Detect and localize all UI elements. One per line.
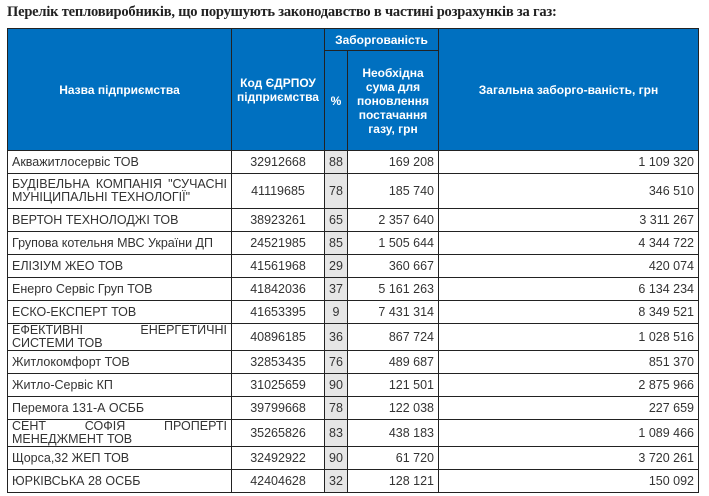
debt-percent: 90 (324, 373, 348, 397)
company-name: ВЕРТОН ТЕХНОЛОДЖІ ТОВ (7, 208, 232, 232)
edrpou-code: 32912668 (231, 150, 325, 174)
edrpou-code: 42404628 (231, 469, 325, 493)
edrpou-code: 39799668 (231, 396, 325, 420)
page-title: Перелік тепловиробників, що порушують за… (7, 4, 557, 20)
debt-percent: 76 (324, 350, 348, 374)
total-debt: 1 089 466 (438, 419, 699, 447)
table-row: ВЕРТОН ТЕХНОЛОДЖІ ТОВ 38923261 65 2 357 640… (7, 208, 699, 232)
total-debt: 8 349 521 (438, 300, 699, 324)
company-name: Енерго Сервіс Груп ТОВ (7, 277, 232, 301)
debt-percent: 36 (324, 323, 348, 351)
edrpou-code: 35265826 (231, 419, 325, 447)
table-row: ЕФЕКТИВНІ ЕНЕРГЕТИЧНІ СИСТЕМИ ТОВ 4089618… (7, 323, 699, 351)
table-row: Енерго Сервіс Груп ТОВ 41842036 37 5 161 26… (7, 277, 699, 301)
edrpou-code: 41842036 (231, 277, 325, 301)
required-sum: 489 687 (347, 350, 439, 374)
header-code: Код ЄДРПОУ підприємства (231, 28, 325, 151)
required-sum: 128 121 (347, 469, 439, 493)
required-sum: 360 667 (347, 254, 439, 278)
debt-percent: 9 (324, 300, 348, 324)
edrpou-code: 32492922 (231, 446, 325, 470)
company-name: ЕФЕКТИВНІ ЕНЕРГЕТИЧНІ СИСТЕМИ ТОВ (7, 323, 232, 351)
company-name: ЮРКІВСЬКА 28 ОСББ (7, 469, 232, 493)
table-row: Перемога 131-А ОСББ 39799668 78 122 038 227 … (7, 396, 699, 420)
table-row: СЕНТ СОФІЯ ПРОПЕРТІ МЕНЕДЖМЕНТ ТОВ 352658… (7, 419, 699, 447)
edrpou-code: 41561968 (231, 254, 325, 278)
total-debt: 150 092 (438, 469, 699, 493)
header-debt-group: Заборгованість (324, 28, 439, 51)
edrpou-code: 31025659 (231, 373, 325, 397)
table-row: Групова котельня МВС України ДП 24521985 8… (7, 231, 699, 255)
edrpou-code: 40896185 (231, 323, 325, 351)
edrpou-code: 41653395 (231, 300, 325, 324)
edrpou-code: 24521985 (231, 231, 325, 255)
company-name: Житлокомфорт ТОВ (7, 350, 232, 374)
total-debt: 1 028 516 (438, 323, 699, 351)
debt-percent: 78 (324, 396, 348, 420)
total-debt: 420 074 (438, 254, 699, 278)
required-sum: 1 505 644 (347, 231, 439, 255)
debt-percent: 78 (324, 173, 348, 209)
company-name: Акважитлосервіс ТОВ (7, 150, 232, 174)
table-row: Акважитлосервіс ТОВ 32912668 88 169 208 1 10… (7, 150, 699, 174)
company-name: Житло-Сервіс КП (7, 373, 232, 397)
debtors-table: Назва підприємства Код ЄДРПОУ підприємст… (7, 28, 699, 493)
table-row: Житло-Сервіс КП 31025659 90 121 501 2 875 96… (7, 373, 699, 397)
company-name: Групова котельня МВС України ДП (7, 231, 232, 255)
total-debt: 851 370 (438, 350, 699, 374)
debt-percent: 29 (324, 254, 348, 278)
required-sum: 7 431 314 (347, 300, 439, 324)
total-debt: 227 659 (438, 396, 699, 420)
company-name: ЕСКО-ЕКСПЕРТ ТОВ (7, 300, 232, 324)
required-sum: 169 208 (347, 150, 439, 174)
required-sum: 5 161 263 (347, 277, 439, 301)
debt-percent: 90 (324, 446, 348, 470)
edrpou-code: 41119685 (231, 173, 325, 209)
company-name: БУДІВЕЛЬНА КОМПАНІЯ "СУЧАСНІ МУНІЦИПАЛЬН… (7, 173, 232, 209)
company-name: Перемога 131-А ОСББ (7, 396, 232, 420)
table-row: БУДІВЕЛЬНА КОМПАНІЯ "СУЧАСНІ МУНІЦИПАЛЬН… (7, 173, 699, 209)
edrpou-code: 38923261 (231, 208, 325, 232)
company-name: Щорса,32 ЖЕП ТОВ (7, 446, 232, 470)
header-name: Назва підприємства (7, 28, 232, 151)
total-debt: 2 875 966 (438, 373, 699, 397)
table-row: Житлокомфорт ТОВ 32853435 76 489 687 851 370 (7, 350, 699, 374)
edrpou-code: 32853435 (231, 350, 325, 374)
table-row: ЕЛІЗІУМ ЖЕО ТОВ 41561968 29 360 667 420 074 (7, 254, 699, 278)
total-debt: 346 510 (438, 173, 699, 209)
debt-percent: 85 (324, 231, 348, 255)
total-debt: 1 109 320 (438, 150, 699, 174)
required-sum: 867 724 (347, 323, 439, 351)
table-row: ЕСКО-ЕКСПЕРТ ТОВ 41653395 9 7 431 314 8 349 … (7, 300, 699, 324)
required-sum: 185 740 (347, 173, 439, 209)
table-row: ЮРКІВСЬКА 28 ОСББ 42404628 32 128 121 150 09… (7, 469, 699, 493)
required-sum: 121 501 (347, 373, 439, 397)
company-name: СЕНТ СОФІЯ ПРОПЕРТІ МЕНЕДЖМЕНТ ТОВ (7, 419, 232, 447)
total-debt: 6 134 234 (438, 277, 699, 301)
debt-percent: 65 (324, 208, 348, 232)
total-debt: 4 344 722 (438, 231, 699, 255)
total-debt: 3 311 267 (438, 208, 699, 232)
header-required-sum: Необхідна сума для поновлення постачання… (347, 50, 439, 151)
debt-percent: 88 (324, 150, 348, 174)
required-sum: 2 357 640 (347, 208, 439, 232)
company-name: ЕЛІЗІУМ ЖЕО ТОВ (7, 254, 232, 278)
debt-percent: 37 (324, 277, 348, 301)
required-sum: 438 183 (347, 419, 439, 447)
required-sum: 61 720 (347, 446, 439, 470)
total-debt: 3 720 261 (438, 446, 699, 470)
debt-percent: 32 (324, 469, 348, 493)
required-sum: 122 038 (347, 396, 439, 420)
table-row: Щорса,32 ЖЕП ТОВ 32492922 90 61 720 3 720 26… (7, 446, 699, 470)
header-total-debt: Загальна заборго-ваність, грн (438, 28, 699, 151)
header-percent: % (324, 50, 348, 151)
debt-percent: 83 (324, 419, 348, 447)
